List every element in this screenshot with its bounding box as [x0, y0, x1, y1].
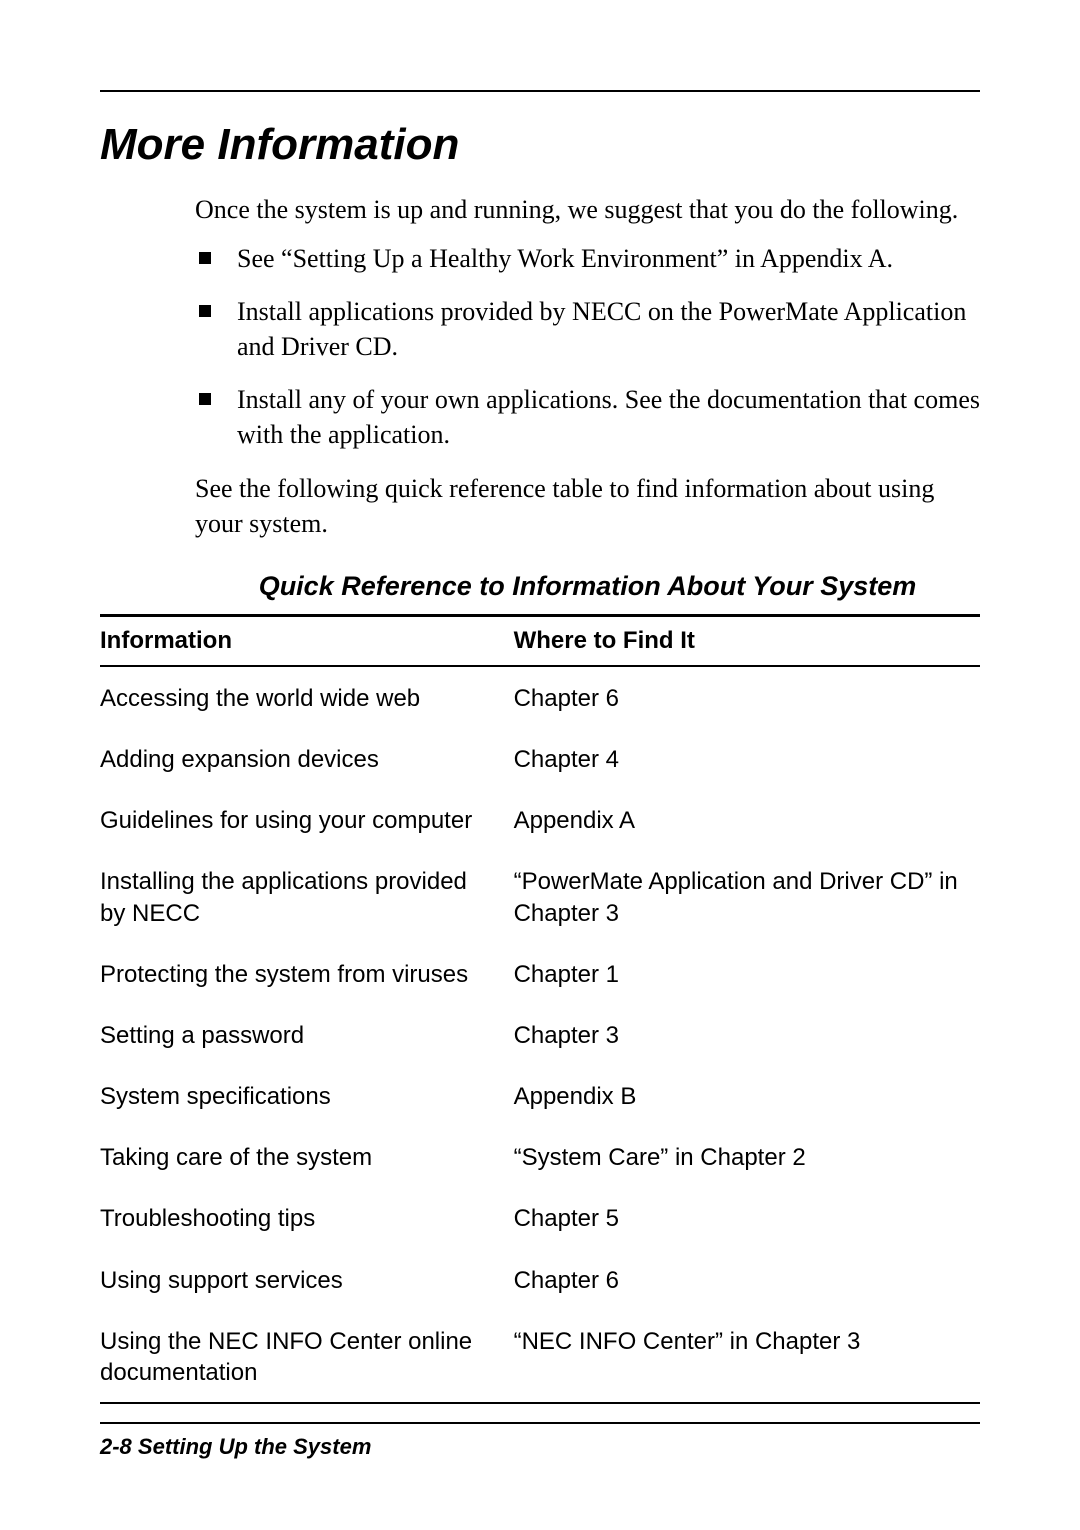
- table-row: Installing the applications provided by …: [100, 850, 980, 942]
- table-cell-right: Appendix B: [514, 1081, 980, 1112]
- table-row: Setting a password Chapter 3: [100, 1004, 980, 1065]
- table-row: System specifications Appendix B: [100, 1065, 980, 1126]
- table-cell-right: Chapter 5: [514, 1203, 980, 1234]
- table-header-left: Information: [100, 627, 514, 655]
- table-cell-left: Accessing the world wide web: [100, 683, 514, 714]
- table-row: Adding expansion devices Chapter 4: [100, 728, 980, 789]
- table-row: Troubleshooting tips Chapter 5: [100, 1187, 980, 1248]
- top-horizontal-rule: [100, 90, 980, 92]
- table-cell-right: Chapter 4: [514, 744, 980, 775]
- table-row: Using support services Chapter 6: [100, 1249, 980, 1310]
- table-cell-left: Taking care of the system: [100, 1142, 514, 1173]
- table-row: Using the NEC INFO Center online documen…: [100, 1310, 980, 1402]
- table-row: Accessing the world wide web Chapter 6: [100, 667, 980, 728]
- list-item: Install any of your own applications. Se…: [195, 382, 980, 452]
- table-cell-left: System specifications: [100, 1081, 514, 1112]
- table-cell-left: Protecting the system from viruses: [100, 959, 514, 990]
- table-cell-left: Setting a password: [100, 1020, 514, 1051]
- list-item: Install applications provided by NECC on…: [195, 294, 980, 364]
- table-row: Protecting the system from viruses Chapt…: [100, 943, 980, 1004]
- table-cell-right: “PowerMate Application and Driver CD” in…: [514, 866, 980, 928]
- list-item: See “Setting Up a Healthy Work Environme…: [195, 241, 980, 276]
- table-cell-left: Installing the applications provided by …: [100, 866, 514, 928]
- table-cell-left: Adding expansion devices: [100, 744, 514, 775]
- footer-rule: [100, 1422, 980, 1424]
- section-heading: More Information: [100, 120, 980, 170]
- bullet-list: See “Setting Up a Healthy Work Environme…: [100, 241, 980, 452]
- table-bottom-rule: [100, 1402, 980, 1404]
- table-cell-right: “NEC INFO Center” in Chapter 3: [514, 1326, 980, 1388]
- page-footer: 2-8 Setting Up the System: [100, 1422, 980, 1460]
- after-list-paragraph: See the following quick reference table …: [100, 471, 980, 541]
- table-row: Guidelines for using your computer Appen…: [100, 789, 980, 850]
- table-cell-right: Chapter 6: [514, 1265, 980, 1296]
- intro-paragraph: Once the system is up and running, we su…: [100, 192, 980, 227]
- table-cell-right: Chapter 1: [514, 959, 980, 990]
- table-row: Taking care of the system “System Care” …: [100, 1126, 980, 1187]
- table-cell-left: Using support services: [100, 1265, 514, 1296]
- document-page: More Information Once the system is up a…: [0, 0, 1080, 1530]
- footer-text: 2-8 Setting Up the System: [100, 1434, 980, 1460]
- reference-table: Information Where to Find It Accessing t…: [100, 614, 980, 1404]
- table-cell-right: “System Care” in Chapter 2: [514, 1142, 980, 1173]
- table-header-right: Where to Find It: [514, 627, 980, 655]
- table-cell-right: Chapter 6: [514, 683, 980, 714]
- table-cell-left: Guidelines for using your computer: [100, 805, 514, 836]
- table-cell-right: Chapter 3: [514, 1020, 980, 1051]
- table-title: Quick Reference to Information About You…: [100, 571, 980, 602]
- table-header-row: Information Where to Find It: [100, 617, 980, 667]
- table-cell-left: Troubleshooting tips: [100, 1203, 514, 1234]
- table-cell-left: Using the NEC INFO Center online documen…: [100, 1326, 514, 1388]
- table-cell-right: Appendix A: [514, 805, 980, 836]
